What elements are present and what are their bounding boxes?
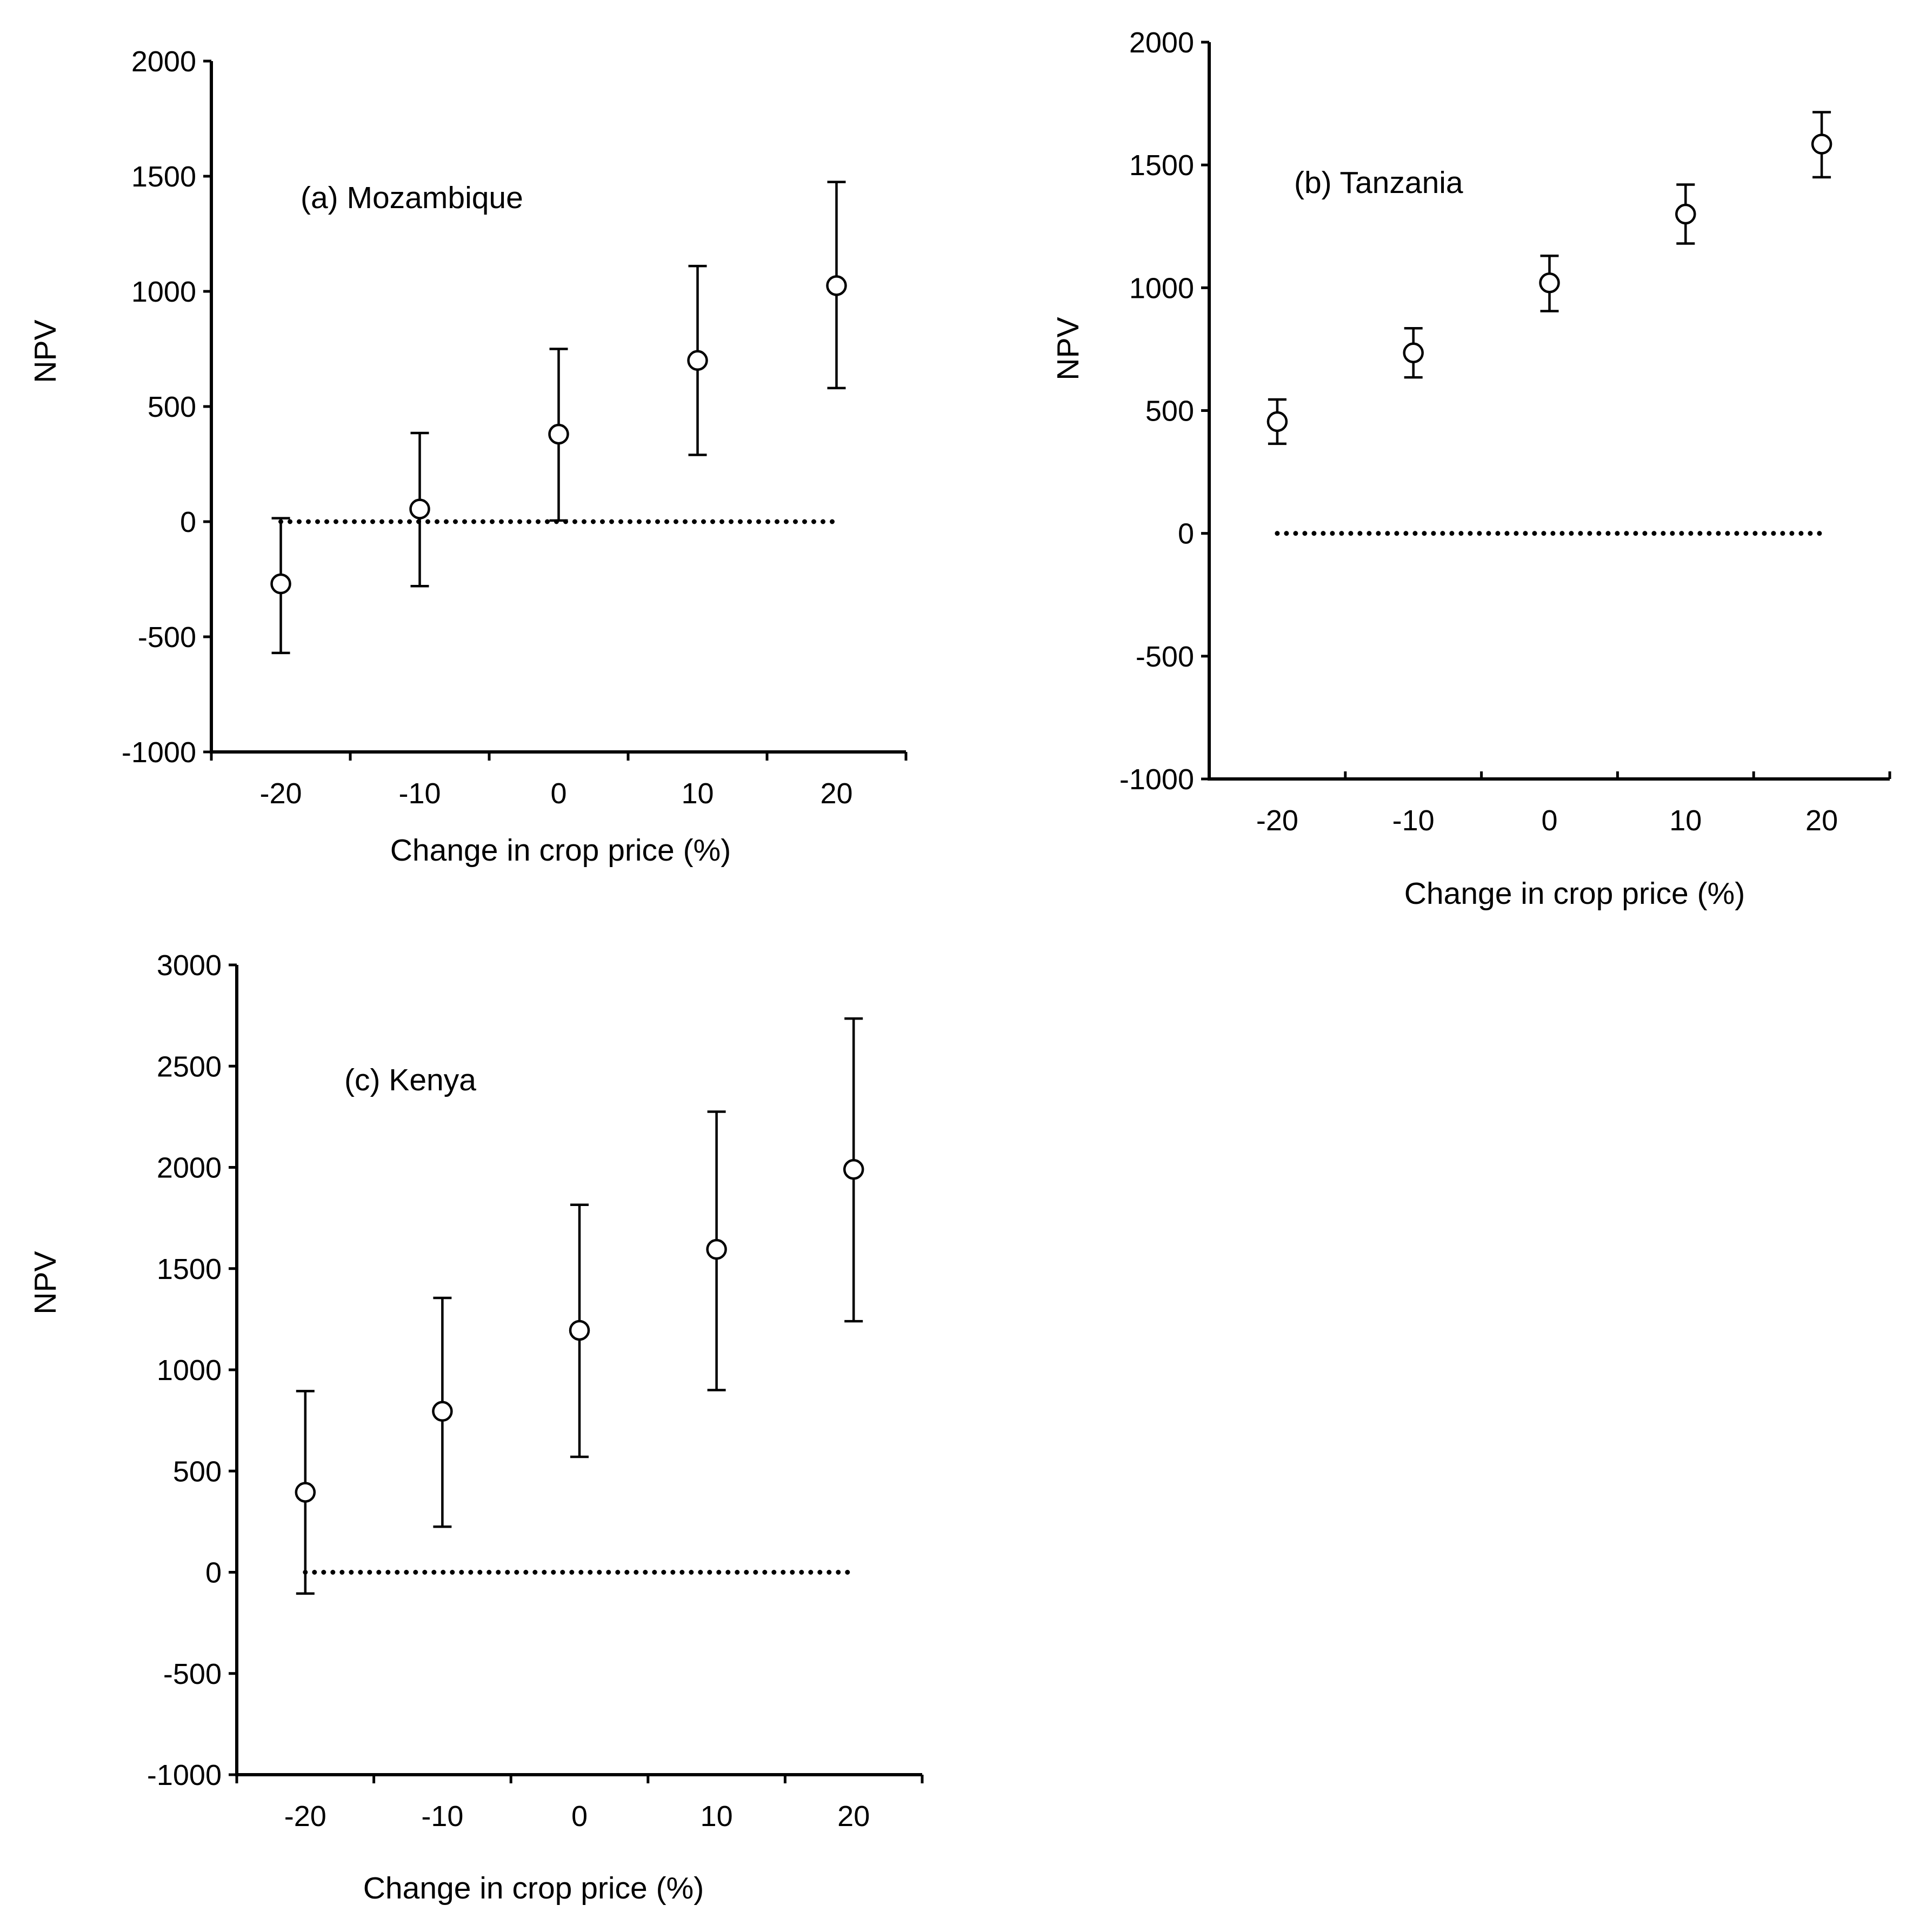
y-tick-label-tanzania: -1000: [1119, 763, 1194, 796]
data-point-mozambique: [548, 423, 569, 445]
y-tick-label-tanzania: 1000: [1129, 272, 1194, 304]
x-tick-label-kenya: -10: [421, 1800, 463, 1833]
x-axis-title-mozambique: Change in crop price (%): [390, 833, 731, 868]
chart-panel-kenya: (c) Kenya NPV Change in crop price (%) -…: [28, 949, 924, 1906]
y-tick-label-kenya: -500: [163, 1658, 222, 1690]
x-tick-label-kenya: -20: [284, 1800, 326, 1833]
x-tick-label-kenya: 0: [571, 1800, 588, 1833]
y-axis-title-mozambique: NPV: [28, 319, 63, 383]
data-point-tanzania: [1811, 134, 1832, 155]
plot-area-mozambique: -1000 -500 0 500 1000 1500 2000 -20 -10 0 10 20: [122, 45, 908, 810]
y-tick-label-kenya: 2000: [157, 1152, 222, 1184]
y-tick-label-mozambique: -1000: [122, 736, 196, 769]
x-tick-label-mozambique: 0: [550, 777, 566, 810]
data-point-tanzania: [1675, 203, 1696, 225]
data-point-mozambique: [409, 498, 430, 519]
y-tick-label-kenya: 0: [205, 1557, 222, 1589]
data-point-mozambique: [687, 350, 708, 371]
data-point-tanzania: [1539, 272, 1560, 294]
data-point-tanzania: [1403, 342, 1424, 363]
plot-area-tanzania: -1000 -500 0 500 1000 1500 2000 -20 -10 0 10 20: [1119, 26, 1891, 837]
panel-title-tanzania: (b) Tanzania: [1294, 165, 1463, 200]
x-tick-label-tanzania: 20: [1805, 804, 1838, 837]
y-axis-title-kenya: NPV: [28, 1251, 63, 1314]
y-tick-label-tanzania: 500: [1145, 395, 1194, 428]
data-point-kenya: [432, 1401, 453, 1422]
y-tick-label-mozambique: 1500: [131, 161, 196, 193]
data-point-kenya: [569, 1320, 590, 1341]
y-tick-label-mozambique: 2000: [131, 45, 196, 78]
x-tick-label-mozambique: 20: [820, 777, 852, 810]
y-tick-label-kenya: -1000: [147, 1759, 222, 1791]
x-tick-label-kenya: 10: [701, 1800, 733, 1833]
x-tick-label-kenya: 20: [837, 1800, 870, 1833]
plot-area-kenya: -1000 -500 0 500 1000 1500 2000 2500 3000 -20 -10 0…: [147, 949, 924, 1833]
chart-panel-tanzania: (b) Tanzania NPV Change in crop price (%…: [1051, 26, 1891, 911]
x-tick-label-mozambique: -10: [398, 777, 441, 810]
data-point-kenya: [706, 1238, 727, 1260]
y-tick-label-tanzania: 1500: [1129, 149, 1194, 182]
y-axis-title-tanzania: NPV: [1051, 317, 1085, 380]
data-point-mozambique: [826, 275, 847, 296]
data-point-tanzania: [1267, 411, 1288, 432]
y-tick-label-mozambique: 1000: [131, 276, 196, 308]
y-tick-label-kenya: 3000: [157, 949, 222, 982]
y-tick-label-kenya: 1500: [157, 1253, 222, 1285]
y-tick-label-tanzania: -500: [1136, 641, 1194, 673]
y-tick-label-tanzania: 2000: [1129, 26, 1194, 59]
panel-title-mozambique: (a) Mozambique: [301, 181, 523, 215]
y-tick-label-mozambique: 0: [180, 506, 196, 538]
x-axis-title-tanzania: Change in crop price (%): [1404, 876, 1745, 911]
x-tick-label-mozambique: -20: [259, 777, 302, 810]
y-tick-label-mozambique: -500: [138, 621, 196, 654]
x-tick-label-mozambique: 10: [681, 777, 714, 810]
data-point-kenya: [843, 1158, 864, 1180]
chart-panel-mozambique: (a) Mozambique NPV Change in crop price …: [28, 45, 908, 868]
x-tick-label-tanzania: 0: [1541, 804, 1557, 837]
x-tick-label-tanzania: 10: [1669, 804, 1702, 837]
y-tick-label-tanzania: 0: [1178, 518, 1194, 550]
y-tick-label-kenya: 2500: [157, 1050, 222, 1083]
data-point-kenya: [295, 1482, 316, 1503]
y-tick-label-kenya: 1000: [157, 1354, 222, 1387]
data-point-mozambique: [270, 573, 291, 595]
y-tick-label-kenya: 500: [173, 1455, 222, 1488]
x-tick-label-tanzania: -10: [1392, 804, 1435, 837]
y-tick-label-mozambique: 500: [148, 391, 196, 423]
x-axis-title-kenya: Change in crop price (%): [363, 1871, 704, 1906]
panel-title-kenya: (c) Kenya: [344, 1063, 476, 1097]
x-tick-label-tanzania: -20: [1256, 804, 1298, 837]
